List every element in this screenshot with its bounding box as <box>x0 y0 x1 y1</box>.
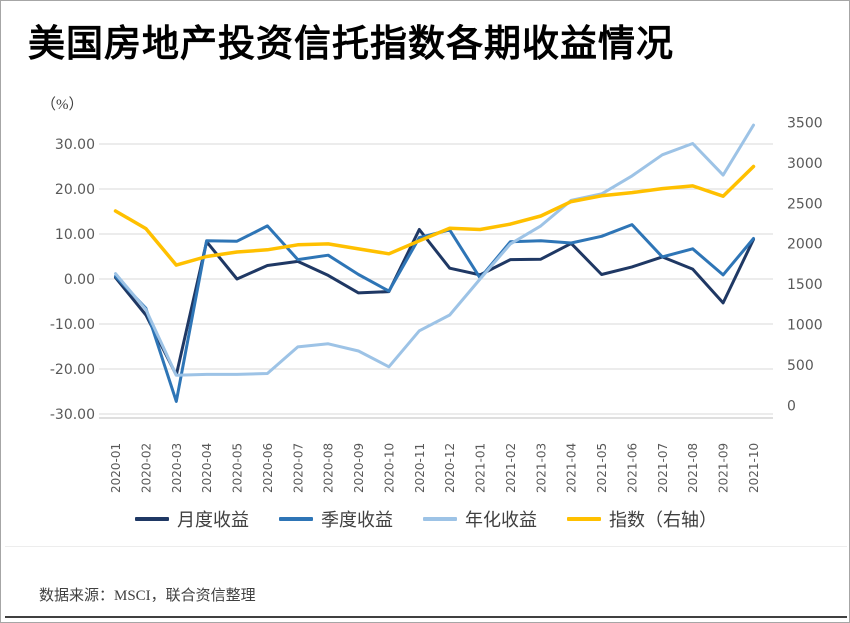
index-line-swatch <box>567 517 601 521</box>
x-axis-tick: 2021-09 <box>717 443 731 493</box>
quarterly-line-swatch <box>279 517 313 521</box>
series-line-月度收益 <box>114 228 755 377</box>
x-axis-tick: 2020-10 <box>382 443 396 493</box>
right-axis-tick: 2000 <box>787 237 823 253</box>
x-axis-tick: 2021-07 <box>656 443 670 493</box>
x-axis-tick: 2020-04 <box>200 443 214 493</box>
chart-series-lines <box>113 123 756 403</box>
left-axis-tick: -20.00 <box>50 362 95 378</box>
legend-label-annualized: 年化收益 <box>465 510 537 530</box>
right-axis-tick: 1500 <box>787 277 823 293</box>
legend-label-monthly: 月度收益 <box>177 510 249 530</box>
chart-title: 美国房地产投资信托指数各期收益情况 <box>28 23 674 64</box>
right-axis-tick: 1000 <box>787 318 823 334</box>
series-line-年化收益 <box>114 123 755 377</box>
chart-legend: 月度收益 季度收益 年化收益 指数（右轴） <box>61 506 791 532</box>
source-note: 数据来源：MSCI，联合资信整理 <box>39 588 256 604</box>
gridlines <box>99 143 773 419</box>
x-axis-tick: 2020-03 <box>170 443 184 493</box>
legend-item-annualized: 年化收益 <box>423 506 537 532</box>
x-axis-tick: 2020-06 <box>261 443 275 493</box>
x-axis-tick: 2021-08 <box>686 443 700 493</box>
x-axis-tick: 2020-11 <box>413 443 427 493</box>
x-axis-tick: 2020-08 <box>322 443 336 493</box>
x-axis-tick: 2021-06 <box>625 443 639 493</box>
right-axis-tick: 3500 <box>787 116 823 132</box>
series-line-指数（右轴） <box>113 164 756 267</box>
annualized-line-swatch <box>423 517 457 521</box>
x-axis-tick: 2021-05 <box>595 443 609 493</box>
right-axis-tick: 500 <box>787 358 814 374</box>
legend-label-index: 指数（右轴） <box>609 510 717 530</box>
right-axis-tick: 2500 <box>787 196 823 212</box>
left-axis-tick: 0.00 <box>64 272 95 288</box>
left-axis-tick: -30.00 <box>50 407 95 423</box>
x-axis-tick: 2021-04 <box>565 443 579 493</box>
right-axis-tick: 0 <box>787 398 796 414</box>
x-axis-tick: 2021-03 <box>534 443 548 493</box>
x-axis-tick: 2020-05 <box>231 443 245 493</box>
right-axis-tick-labels: 3500 3000 2500 2000 1500 1000 500 0 <box>787 116 823 415</box>
x-axis-tick: 2021-02 <box>504 443 518 493</box>
legend-divider-line <box>5 546 847 547</box>
x-axis-tick: 2020-09 <box>352 443 366 493</box>
x-axis-tick: 2020-12 <box>443 443 457 493</box>
x-axis-tick: 2020-01 <box>109 443 123 493</box>
x-axis-tick: 2020-07 <box>291 443 305 493</box>
legend-item-monthly: 月度收益 <box>135 506 249 532</box>
left-axis-tick: 30.00 <box>55 137 95 153</box>
legend-item-quarterly: 季度收益 <box>279 506 393 532</box>
bottom-rule-line <box>5 616 847 618</box>
x-axis-tick: 2021-01 <box>474 443 488 493</box>
left-axis-tick: 20.00 <box>55 182 95 198</box>
x-axis-tick: 2021-10 <box>747 443 761 493</box>
x-axis-tick: 2020-02 <box>139 443 153 493</box>
x-axis-tick-labels: 2020-01 2020-02 2020-03 2020-04 2020-05 2020-… <box>109 443 761 493</box>
right-axis-tick: 3000 <box>787 156 823 172</box>
monthly-line-swatch <box>135 517 169 521</box>
left-axis-tick: -10.00 <box>50 317 95 333</box>
legend-label-quarterly: 季度收益 <box>321 510 393 530</box>
left-axis-tick: 10.00 <box>55 227 95 243</box>
legend-item-index: 指数（右轴） <box>567 506 717 532</box>
left-axis-tick-labels: 30.00 20.00 10.00 0.00 -10.00 -20.00 -30.00 <box>50 137 95 423</box>
left-axis-unit-label: （%） <box>41 97 84 113</box>
